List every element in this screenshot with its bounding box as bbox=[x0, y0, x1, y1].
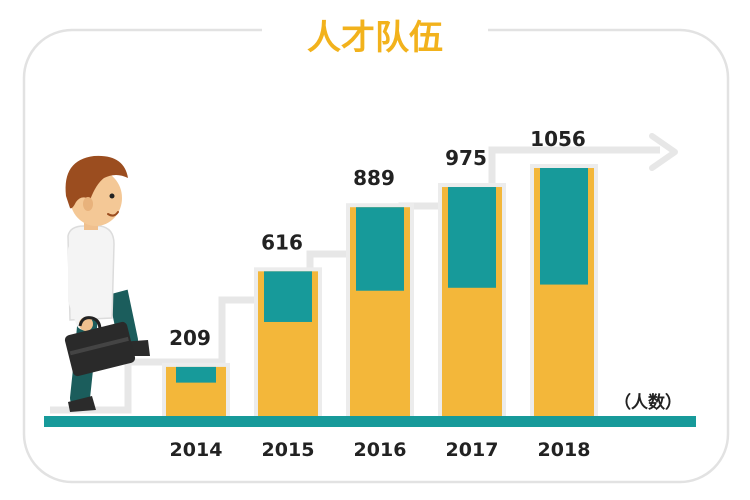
category-label-2016: 2016 bbox=[354, 439, 407, 461]
bar-cap-2015 bbox=[264, 271, 312, 322]
bar-cap-2014 bbox=[176, 366, 216, 383]
growth-arrow-icon bbox=[649, 133, 678, 171]
bar-cap-2016 bbox=[356, 207, 404, 291]
value-label-2016: 889 bbox=[353, 166, 395, 190]
category-label-2014: 2014 bbox=[170, 439, 223, 461]
bar-cap-2018 bbox=[540, 168, 588, 285]
category-label-2018: 2018 bbox=[538, 439, 591, 461]
value-label-2015: 616 bbox=[261, 230, 303, 254]
value-label-2014: 209 bbox=[169, 326, 211, 350]
value-label-2017: 975 bbox=[445, 146, 487, 170]
bar-cap-2017 bbox=[448, 187, 496, 288]
category-label-2017: 2017 bbox=[446, 439, 499, 461]
briefcase-icon bbox=[64, 316, 136, 377]
businessman-climbing-stairs-illustration bbox=[64, 155, 150, 412]
chart-title: 人才队伍 bbox=[307, 18, 443, 58]
unit-label: （人数） bbox=[614, 392, 682, 413]
value-label-2018: 1056 bbox=[530, 127, 586, 151]
chart-baseline bbox=[44, 416, 696, 427]
category-label-2015: 2015 bbox=[262, 439, 315, 461]
